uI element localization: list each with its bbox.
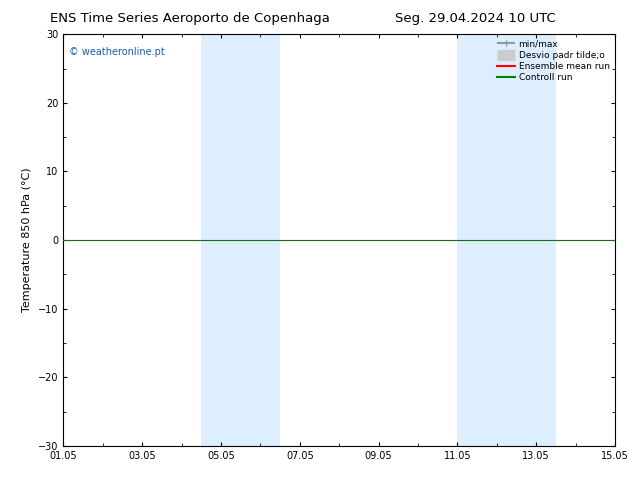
Text: © weatheronline.pt: © weatheronline.pt <box>69 47 165 57</box>
Bar <box>457 34 556 446</box>
Bar <box>202 34 280 446</box>
Text: ENS Time Series Aeroporto de Copenhaga: ENS Time Series Aeroporto de Copenhaga <box>50 12 330 25</box>
Y-axis label: Temperature 850 hPa (°C): Temperature 850 hPa (°C) <box>22 168 32 313</box>
Legend: min/max, Desvio padr tilde;o, Ensemble mean run, Controll run: min/max, Desvio padr tilde;o, Ensemble m… <box>493 36 613 86</box>
Text: Seg. 29.04.2024 10 UTC: Seg. 29.04.2024 10 UTC <box>395 12 556 25</box>
